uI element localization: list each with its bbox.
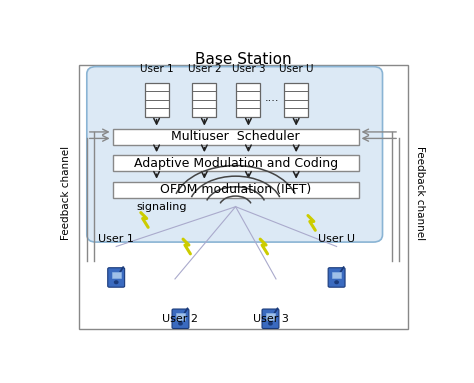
FancyBboxPatch shape [108, 268, 125, 287]
Text: ....: .... [265, 93, 280, 103]
Text: User 3: User 3 [253, 314, 288, 324]
Text: Multiuser  Scheduler: Multiuser Scheduler [171, 130, 300, 143]
Circle shape [335, 281, 338, 283]
Bar [237, 83, 260, 117]
Text: User U: User U [279, 64, 313, 74]
Bar [192, 83, 216, 117]
Text: Adaptive Modulation and Coding: Adaptive Modulation and Coding [134, 157, 337, 170]
Circle shape [269, 322, 272, 325]
Bar [80, 65, 408, 329]
Bar [266, 313, 275, 319]
Text: Feedback channel: Feedback channel [61, 146, 71, 241]
FancyBboxPatch shape [87, 67, 383, 242]
Bar [176, 313, 185, 319]
Text: User 1: User 1 [140, 64, 173, 74]
Bar [112, 182, 359, 198]
Circle shape [179, 322, 182, 325]
Text: User 3: User 3 [232, 64, 265, 74]
Text: User U: User U [318, 234, 355, 244]
Bar [332, 272, 341, 278]
FancyBboxPatch shape [262, 309, 279, 329]
Text: User 1: User 1 [98, 234, 134, 244]
Text: Base Station: Base Station [195, 52, 291, 67]
Text: User 2: User 2 [188, 64, 221, 74]
Text: OFDM modulation (IFFT): OFDM modulation (IFFT) [160, 183, 311, 196]
FancyBboxPatch shape [172, 309, 189, 329]
Text: signaling: signaling [137, 202, 187, 212]
Bar [145, 83, 169, 117]
FancyBboxPatch shape [328, 268, 345, 287]
Text: User 2: User 2 [163, 314, 199, 324]
Text: Feedback channel: Feedback channel [415, 146, 425, 241]
Bar [112, 155, 359, 171]
Bar [112, 272, 121, 278]
Circle shape [115, 281, 118, 283]
Bar [284, 83, 308, 117]
Bar [112, 129, 359, 145]
